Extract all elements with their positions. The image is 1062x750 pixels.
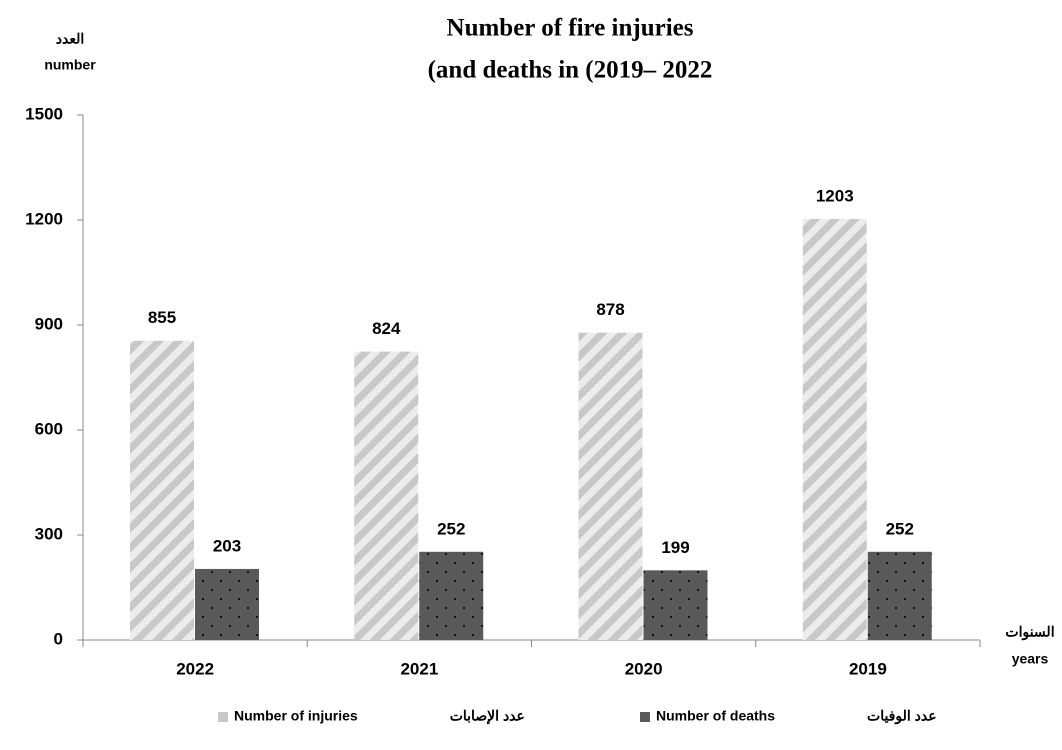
bar	[419, 551, 484, 640]
y-tick-label: 1500	[25, 104, 63, 123]
bar	[195, 568, 259, 640]
chart-subtitle: (and deaths in (2019– 2022	[428, 57, 713, 84]
data-label: 252	[886, 519, 914, 538]
data-label: 824	[372, 319, 401, 338]
y-axis-label: number	[44, 57, 96, 73]
x-axis-label: years	[1012, 651, 1049, 667]
data-label: 252	[437, 519, 465, 538]
data-label: 855	[148, 308, 176, 327]
y-tick-label: 1200	[25, 209, 63, 228]
bar	[643, 570, 708, 640]
x-tick-label: 2021	[400, 659, 438, 678]
legend-label-ar: عدد الوفيات	[867, 708, 937, 725]
x-tick-label: 2020	[625, 659, 663, 678]
x-tick-label: 2022	[176, 659, 214, 678]
bar	[802, 218, 867, 640]
y-tick-label: 300	[35, 524, 63, 543]
data-label: 878	[596, 300, 624, 319]
data-label: 199	[661, 538, 689, 557]
bar	[130, 340, 194, 640]
y-tick-label: 900	[35, 314, 63, 333]
y-tick-label: 0	[54, 629, 63, 648]
legend-label-ar: عدد الإصابات	[450, 708, 525, 726]
x-axis-label-ar: السنوات	[1005, 624, 1054, 641]
legend-swatch	[218, 712, 228, 722]
data-label: 1203	[816, 186, 854, 205]
y-tick-label: 600	[35, 419, 63, 438]
legend-label: Number of deaths	[656, 708, 775, 724]
bar	[354, 351, 419, 640]
bar	[867, 551, 932, 640]
x-tick-label: 2019	[849, 659, 887, 678]
y-axis-label-ar: العدد	[56, 31, 85, 47]
data-label: 203	[213, 536, 241, 555]
legend-label: Number of injuries	[234, 708, 358, 724]
legend-swatch	[640, 712, 650, 722]
chart-title: Number of fire injuries	[447, 15, 694, 42]
bar	[578, 332, 643, 640]
